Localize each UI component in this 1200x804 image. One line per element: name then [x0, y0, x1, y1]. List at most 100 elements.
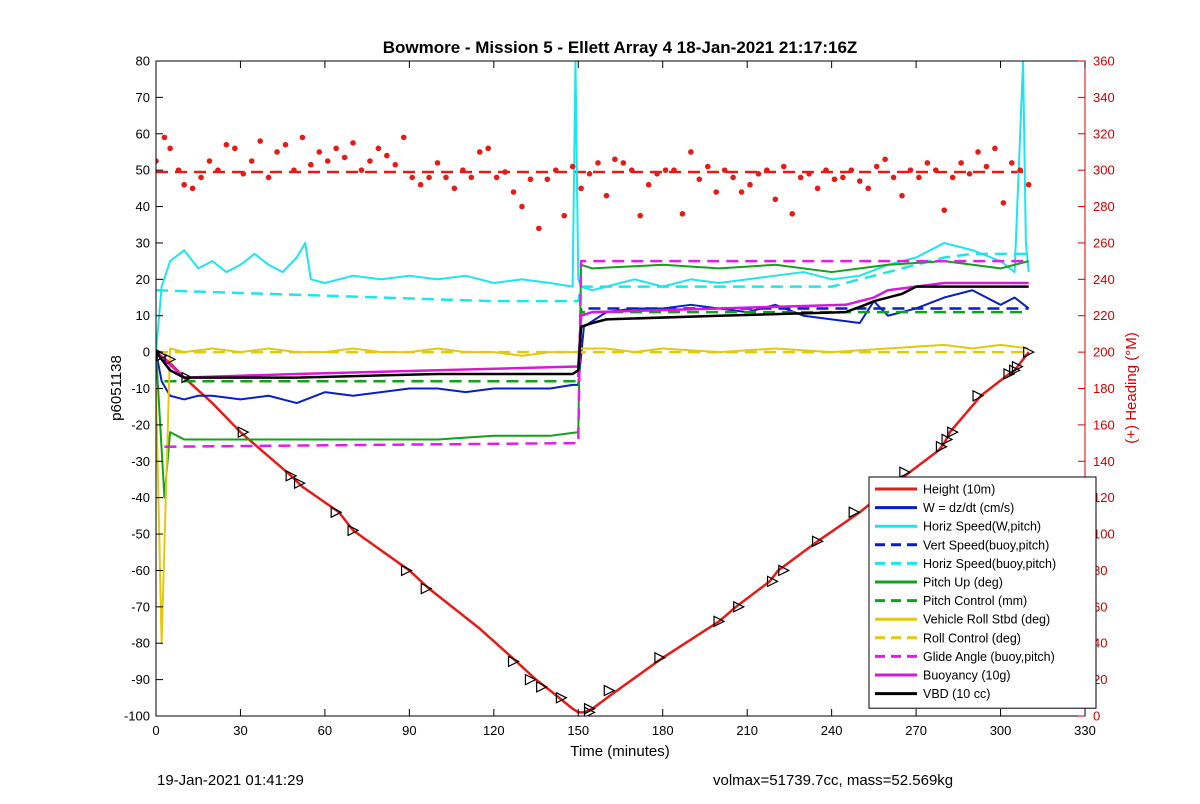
heading-point: [747, 181, 753, 188]
legend: Height (10m) W = dz/dt (cm/s) Horiz Speed(…: [868, 476, 1097, 709]
legend-entry: Height (10m): [923, 483, 995, 497]
marker-point: [603, 684, 616, 697]
heading-tick-label: 220: [1093, 308, 1115, 323]
heading-tick-label: 140: [1093, 454, 1115, 469]
marker-point: [713, 615, 726, 628]
marker-point: [347, 524, 360, 537]
heading-point: [175, 167, 182, 173]
heading-point: [628, 167, 635, 173]
marker-point: [524, 673, 537, 686]
y-tick-label: -10: [131, 381, 150, 396]
heading-point: [1000, 200, 1007, 206]
heading-point: [375, 145, 382, 152]
heading-point: [603, 192, 610, 199]
axes: 0 30 60 90 120 150 180 210 240 270 300 330-100-90-8…: [124, 54, 1115, 739]
marker-point: [181, 371, 194, 384]
y-tick-label: -100: [124, 709, 150, 724]
y-tick-label: 0: [143, 345, 150, 360]
heading-tick-label: 200: [1093, 345, 1115, 360]
y-tick-label: 10: [136, 308, 150, 323]
heading-point: [248, 158, 255, 164]
heading-tick-label: 0: [1093, 709, 1100, 724]
heading-point: [780, 163, 787, 170]
y-tick-label: 70: [136, 90, 150, 105]
chart-title: Bowmore - Mission 5 - Ellett Array 4 18-…: [383, 38, 858, 57]
y-tick-label: -90: [131, 672, 150, 687]
heading-point: [966, 171, 973, 177]
y-tick-label: 40: [136, 199, 150, 214]
heading-point: [730, 174, 736, 181]
heading-point: [899, 192, 905, 199]
y-tick-label: 50: [136, 163, 150, 178]
heading-point: [789, 211, 796, 217]
x-tick-label: 330: [1074, 723, 1096, 738]
legend-entry: W = dz/dt (cm/s): [923, 501, 1014, 515]
heading-point: [367, 158, 373, 164]
y-axis-label: p6051138: [108, 355, 125, 421]
heading-point: [612, 156, 618, 163]
heading-point: [797, 174, 804, 181]
x-tick-label: 60: [318, 723, 332, 738]
marker-point: [941, 433, 954, 446]
marker-point: [400, 564, 413, 577]
marker-point: [935, 440, 948, 453]
marker-point: [654, 651, 667, 664]
marker-point: [972, 389, 985, 402]
heading-point: [569, 163, 576, 170]
heading-tick-label: 120: [1093, 490, 1115, 505]
heading-tick-label: 100: [1093, 527, 1115, 542]
heading-point: [544, 176, 551, 183]
marker-point: [899, 466, 912, 479]
heading-point: [223, 141, 230, 148]
heading-point: [1017, 167, 1024, 173]
heading-point: [493, 174, 500, 181]
marker-point: [1003, 367, 1016, 380]
heading-point: [975, 149, 981, 155]
y-tick-label: -50: [131, 527, 150, 542]
legend-entry: Horiz Speed(W,pitch): [923, 520, 1041, 534]
heading-point: [721, 167, 728, 173]
heading-point: [502, 169, 508, 175]
heading-point: [949, 174, 956, 181]
heading-point: [468, 174, 475, 181]
legend-entry: Glide Angle (buoy,pitch): [923, 650, 1055, 664]
heading-point: [932, 167, 939, 173]
heading-point: [916, 174, 922, 181]
marker-point: [420, 582, 433, 595]
x-tick-label: 0: [152, 723, 159, 738]
heading-point: [848, 167, 855, 173]
marker-point: [811, 535, 824, 548]
heading-point: [764, 167, 770, 173]
heading-point: [189, 185, 196, 192]
heading-point: [637, 212, 644, 219]
marker-point: [555, 691, 568, 704]
legend-entry: VBD (10 cc): [923, 687, 990, 701]
heading-point: [451, 185, 458, 192]
y-tick-label: 80: [136, 54, 150, 69]
heading-point: [536, 225, 542, 232]
heading-point: [460, 167, 466, 173]
heading-point: [156, 158, 159, 164]
y-tick-label: -80: [131, 636, 150, 651]
heading-tick-label: 80: [1093, 563, 1107, 578]
legend-entry: Pitch Up (deg): [923, 576, 1003, 590]
heading-point: [662, 167, 669, 173]
heading-point: [198, 174, 204, 181]
heading-point: [316, 149, 323, 155]
heading-point: [755, 171, 762, 177]
heading-point: [358, 167, 365, 173]
x-axis-label: Time (minutes): [570, 743, 669, 760]
heading-tick-label: 280: [1093, 199, 1115, 214]
x-tick-label: 150: [567, 723, 589, 738]
heading-point: [856, 178, 863, 184]
heading-point: [324, 158, 331, 164]
marker-point: [1023, 346, 1036, 359]
heading-point: [417, 181, 424, 188]
heading-tick-label: 320: [1093, 126, 1115, 141]
heading-tick-label: 160: [1093, 417, 1115, 432]
marker-point: [156, 349, 168, 362]
heading-point: [595, 160, 601, 166]
heading-point: [992, 145, 998, 152]
heading-point: [882, 156, 888, 163]
heading-tick-label: 180: [1093, 381, 1115, 396]
